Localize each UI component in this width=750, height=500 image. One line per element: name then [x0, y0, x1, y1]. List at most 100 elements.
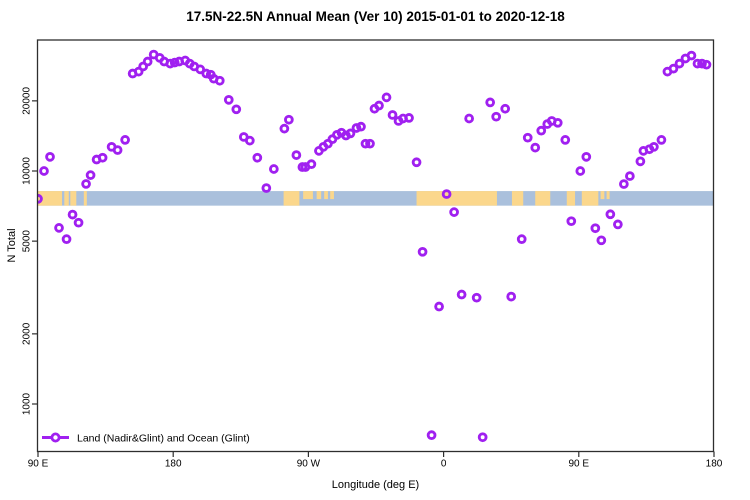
y-axis-label: N Total: [6, 228, 18, 262]
data-point: [279, 123, 290, 134]
land-segment: [83, 191, 87, 206]
data-point: [231, 104, 242, 115]
data-point: [81, 179, 91, 189]
land-segment: [606, 191, 610, 200]
land-segment: [416, 191, 497, 206]
data-point: [441, 189, 452, 199]
data-point: [506, 291, 517, 302]
data-point: [39, 166, 49, 176]
legend-marker-icon: [50, 432, 61, 443]
data-point: [411, 157, 422, 168]
data-point: [85, 170, 96, 180]
data-point: [387, 110, 398, 120]
data-point: [244, 135, 255, 146]
data-point: [590, 223, 601, 234]
data-point: [67, 209, 78, 220]
data-point: [165, 58, 176, 69]
data-point: [374, 100, 384, 111]
data-point: [635, 156, 646, 167]
data-point: [120, 135, 130, 145]
y-tick-label: 5000: [22, 230, 33, 253]
x-tick-label: 90 E: [569, 459, 590, 470]
data-point: [701, 59, 712, 70]
data-point: [674, 58, 685, 69]
chart-title: 17.5N-22.5N Annual Mean (Ver 10) 2015-01…: [186, 9, 565, 24]
land-segment: [64, 191, 69, 206]
legend-label: Land (Nadir&Glint) and Ocean (Glint): [77, 433, 250, 445]
data-point: [516, 234, 527, 244]
data-point: [201, 68, 212, 79]
data-point: [477, 432, 488, 443]
ocean-strip: [37, 191, 714, 206]
data-point: [434, 301, 444, 312]
data-point: [54, 223, 64, 233]
data-point: [456, 289, 467, 300]
data-point: [61, 234, 72, 244]
data-point: [566, 216, 577, 227]
y-tick-label: 2000: [22, 322, 33, 345]
land-segment: [511, 191, 524, 206]
data-point: [345, 128, 356, 139]
data-point: [381, 92, 392, 103]
land-segment: [283, 191, 300, 206]
data-point: [365, 138, 375, 149]
data-point: [464, 113, 474, 124]
data-point: [449, 207, 459, 217]
legend: Land (Nadir&Glint) and Ocean (Glint): [42, 432, 250, 445]
data-point: [668, 63, 679, 74]
data-point: [97, 152, 108, 163]
data-point: [195, 64, 206, 75]
map-band: [37, 191, 714, 206]
land-segment: [316, 191, 322, 200]
data-point: [417, 246, 428, 257]
data-point: [596, 235, 607, 246]
x-tick-label: 180: [165, 459, 182, 470]
data-point: [214, 75, 225, 86]
data-point: [404, 113, 414, 123]
data-point: [426, 430, 437, 441]
land-segment: [600, 191, 605, 200]
data-point: [605, 209, 616, 220]
data-point: [268, 164, 279, 174]
data-point: [112, 145, 123, 155]
data-point: [697, 58, 707, 69]
data-point: [142, 56, 153, 67]
data-point: [491, 111, 502, 122]
data-point: [261, 183, 272, 193]
data-point: [356, 121, 366, 132]
data-point: [291, 150, 302, 160]
data-point: [360, 138, 371, 149]
data-point: [649, 141, 659, 152]
data-point: [581, 152, 592, 162]
data-point: [530, 142, 541, 153]
data-point: [613, 219, 623, 230]
data-point: [45, 152, 55, 162]
x-tick-label: 90 W: [297, 459, 321, 470]
data-point: [552, 117, 563, 128]
data-point: [169, 57, 180, 68]
y-tick-label: 1000: [22, 392, 33, 415]
data-point: [575, 166, 586, 176]
data-point: [500, 103, 511, 114]
land-segment: [38, 191, 63, 206]
data-point: [692, 58, 703, 69]
y-tick-label: 20000: [22, 87, 33, 115]
plot-border: [36, 39, 715, 453]
data-point: [656, 135, 667, 145]
land-segment: [70, 191, 77, 206]
data-point: [351, 123, 362, 133]
data-point: [223, 95, 234, 105]
data-points: [37, 49, 712, 443]
data-point: [485, 97, 496, 108]
data-point: [522, 132, 533, 143]
axes: 90 E 180 90 W 0 90 E 180 1000 2000 5000 10000 2000…: [22, 39, 723, 470]
data-point: [619, 179, 629, 189]
y-tick-label: 10000: [22, 157, 33, 185]
data-point: [625, 171, 635, 181]
x-tick-label: 180: [706, 459, 723, 470]
land-segment: [535, 191, 551, 206]
data-point: [284, 114, 294, 125]
land-segment: [330, 191, 334, 200]
